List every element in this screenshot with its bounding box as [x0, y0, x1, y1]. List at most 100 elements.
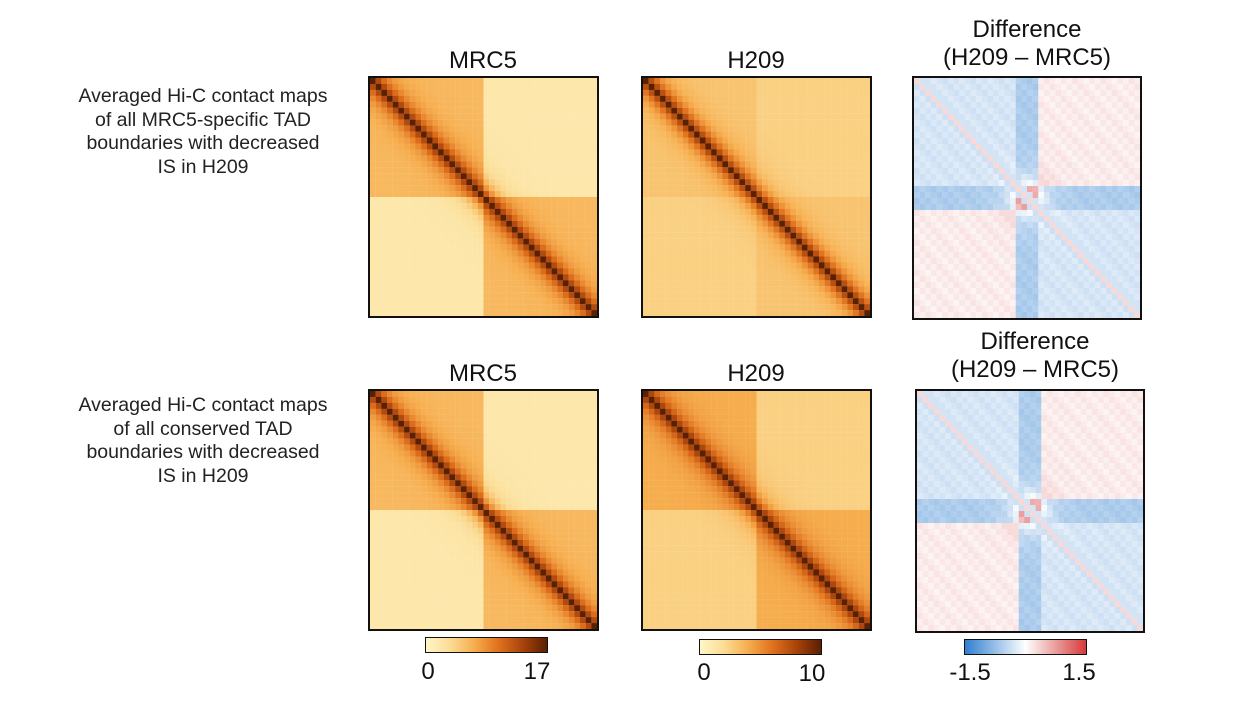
heatmap-cell — [733, 173, 740, 180]
heatmap-cell — [1060, 282, 1067, 289]
heatmap-cell — [1072, 144, 1078, 151]
heatmap-cell — [779, 274, 785, 281]
heatmap-cell — [426, 268, 433, 275]
heatmap-cell — [801, 125, 808, 132]
heatmap-cell — [711, 137, 717, 144]
heatmap-cell — [517, 250, 524, 257]
heatmap-cell — [1094, 222, 1101, 229]
heatmap-cell — [1077, 312, 1084, 318]
heatmap-cell — [438, 408, 444, 415]
heatmap-cell — [477, 113, 484, 120]
heatmap-cell — [1010, 144, 1016, 151]
heatmap-cell — [534, 408, 541, 415]
heatmap-cell — [688, 107, 695, 114]
heatmap-cell — [716, 268, 723, 275]
heatmap-cell — [682, 197, 689, 204]
heatmap-cell — [438, 250, 444, 257]
heatmap-cell — [847, 185, 854, 192]
heatmap-cell — [432, 396, 439, 404]
heatmap-cell — [773, 83, 780, 91]
heatmap-cell — [517, 155, 524, 162]
heatmap-cell — [1094, 264, 1101, 271]
heatmap-cell — [767, 89, 774, 96]
heatmap-cell — [699, 226, 706, 233]
heatmap-cell — [455, 161, 461, 168]
heatmap-cell — [585, 408, 592, 415]
heatmap-cell — [534, 179, 541, 186]
heatmap-cell — [1094, 210, 1101, 217]
heatmap-cell — [1038, 282, 1045, 289]
heatmap-cell — [534, 292, 541, 299]
heatmap-cell — [762, 83, 768, 91]
heatmap-cell — [1089, 156, 1095, 163]
heatmap-cell — [472, 191, 478, 198]
heatmap-cell — [528, 292, 535, 299]
heatmap-cell — [574, 107, 581, 114]
heatmap-cell — [381, 226, 388, 233]
heatmap-cell — [981, 270, 988, 277]
heatmap-cell — [801, 149, 808, 156]
heatmap-cell — [506, 137, 512, 144]
heatmap-cell — [545, 226, 552, 233]
heatmap-cell — [643, 232, 649, 239]
heatmap-cell — [998, 84, 1005, 91]
heatmap-cell — [959, 282, 965, 289]
heatmap-cell — [1111, 198, 1118, 205]
heatmap-cell — [953, 240, 960, 247]
heatmap-cell — [728, 191, 734, 198]
heatmap-cell — [858, 286, 865, 293]
heatmap-cell — [818, 202, 825, 210]
heatmap-cell — [1060, 258, 1067, 265]
heatmap-cell — [506, 292, 512, 299]
heatmap-cell — [801, 250, 808, 257]
heatmap-cell — [585, 238, 592, 245]
heatmap-cell — [511, 268, 518, 275]
heatmap-cell — [864, 286, 870, 293]
heatmap-cell — [864, 149, 870, 156]
heatmap-cell — [466, 149, 473, 156]
heatmap-cell — [847, 274, 854, 281]
heatmap-cell — [1123, 210, 1129, 217]
heatmap-cell — [688, 191, 695, 198]
heatmap-cell — [562, 262, 569, 269]
heatmap-cell — [716, 250, 723, 257]
heatmap-cell — [483, 185, 490, 192]
heatmap-cell — [784, 226, 791, 233]
heatmap-cell — [1060, 210, 1067, 217]
heatmap-cell — [562, 185, 569, 192]
heatmap-cell — [591, 214, 597, 221]
heatmap-cell — [745, 292, 751, 299]
heatmap-cell — [432, 298, 439, 305]
heatmap-cell — [930, 96, 937, 103]
heatmap-cell — [964, 312, 971, 318]
heatmap-cell — [987, 96, 994, 103]
heatmap-cell — [511, 250, 518, 257]
heatmap-cell — [930, 204, 937, 211]
heatmap-cell — [864, 167, 870, 174]
heatmap-cell — [864, 208, 870, 215]
heatmap-cell — [523, 244, 530, 251]
heatmap-cell — [1083, 240, 1090, 247]
heatmap-cell — [699, 256, 706, 263]
heatmap-cell — [1111, 246, 1118, 253]
heatmap-cell — [716, 101, 723, 108]
heatmap-cell — [762, 155, 768, 162]
heatmap-cell — [677, 268, 683, 275]
heatmap-cell — [947, 132, 954, 139]
heatmap-cell — [970, 228, 977, 235]
heatmap-cell — [438, 414, 444, 421]
heatmap-cell — [756, 155, 763, 162]
heatmap-cell — [455, 268, 461, 275]
heatmap-cell — [387, 202, 393, 210]
heatmap-cell — [998, 294, 1005, 301]
heatmap-cell — [460, 286, 467, 293]
heatmap-cell — [466, 391, 473, 398]
heatmap-cell — [517, 113, 524, 120]
heatmap-cell — [1021, 216, 1028, 223]
heatmap-cell — [415, 89, 422, 96]
heatmap-cell — [387, 262, 393, 269]
heatmap-cell — [976, 156, 982, 163]
heatmap-cell — [1100, 108, 1107, 115]
heatmap-cell — [421, 95, 427, 102]
heatmap-cell — [540, 173, 547, 180]
